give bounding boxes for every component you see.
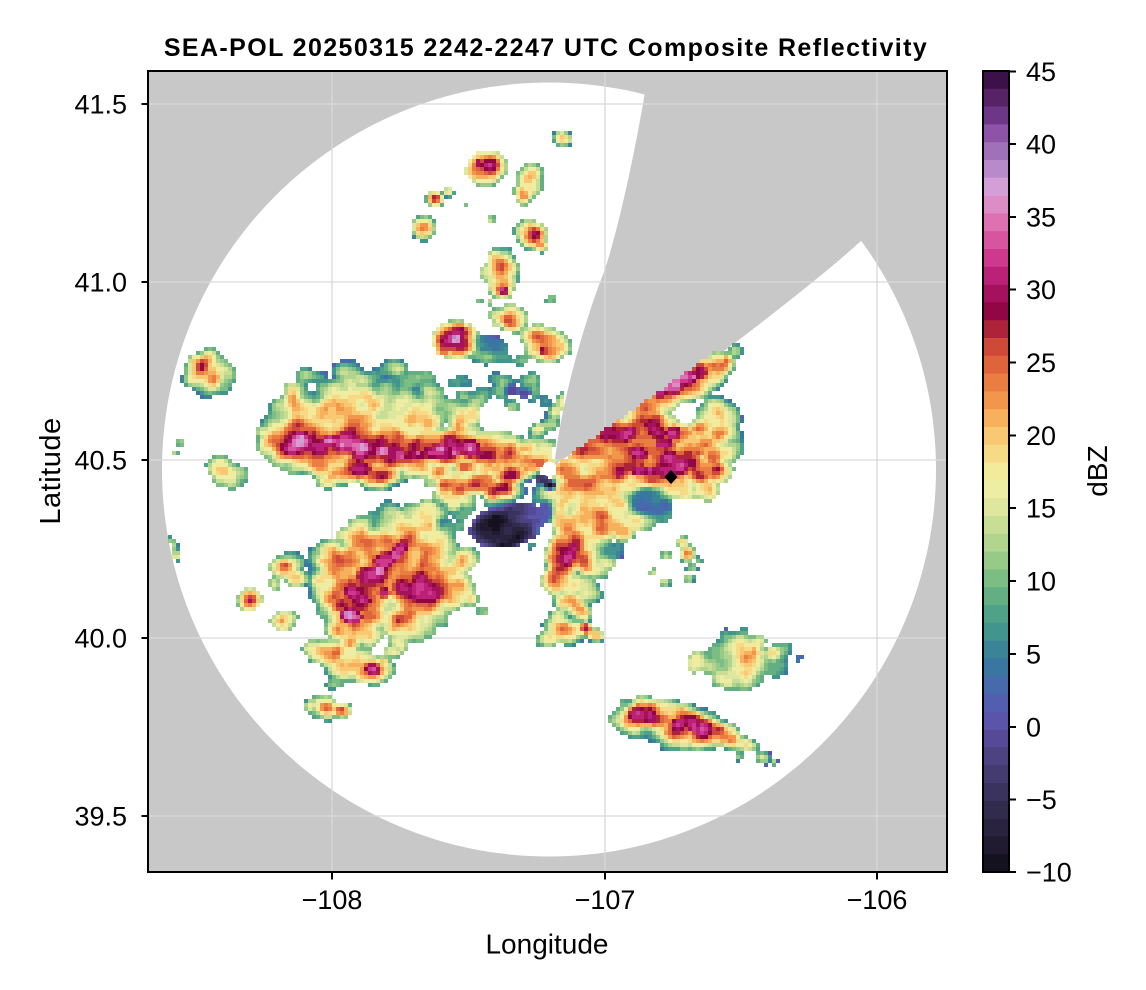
svg-text:20: 20	[1026, 421, 1056, 451]
svg-text:39.5: 39.5	[74, 802, 127, 832]
svg-text:41.5: 41.5	[74, 90, 127, 120]
svg-text:−108: −108	[302, 885, 363, 915]
svg-text:40.0: 40.0	[74, 624, 127, 654]
svg-text:5: 5	[1026, 640, 1041, 670]
svg-text:25: 25	[1026, 348, 1056, 378]
svg-text:15: 15	[1026, 494, 1056, 524]
svg-text:40.5: 40.5	[74, 446, 127, 476]
svg-text:30: 30	[1026, 275, 1056, 305]
svg-text:10: 10	[1026, 567, 1056, 597]
svg-text:41.0: 41.0	[74, 268, 127, 298]
svg-text:Latitude: Latitude	[35, 417, 67, 524]
svg-text:−107: −107	[575, 885, 636, 915]
svg-text:35: 35	[1026, 203, 1056, 233]
svg-text:−10: −10	[1026, 858, 1072, 888]
svg-text:SEA-POL 20250315 2242-2247 UTC: SEA-POL 20250315 2242-2247 UTC Composite…	[164, 34, 928, 62]
svg-text:−106: −106	[847, 885, 908, 915]
svg-text:dBZ: dBZ	[1082, 445, 1113, 496]
svg-text:45: 45	[1026, 57, 1056, 87]
svg-text:0: 0	[1026, 713, 1041, 743]
svg-text:Longitude: Longitude	[485, 929, 608, 960]
svg-text:40: 40	[1026, 130, 1056, 160]
svg-text:−5: −5	[1026, 785, 1057, 815]
